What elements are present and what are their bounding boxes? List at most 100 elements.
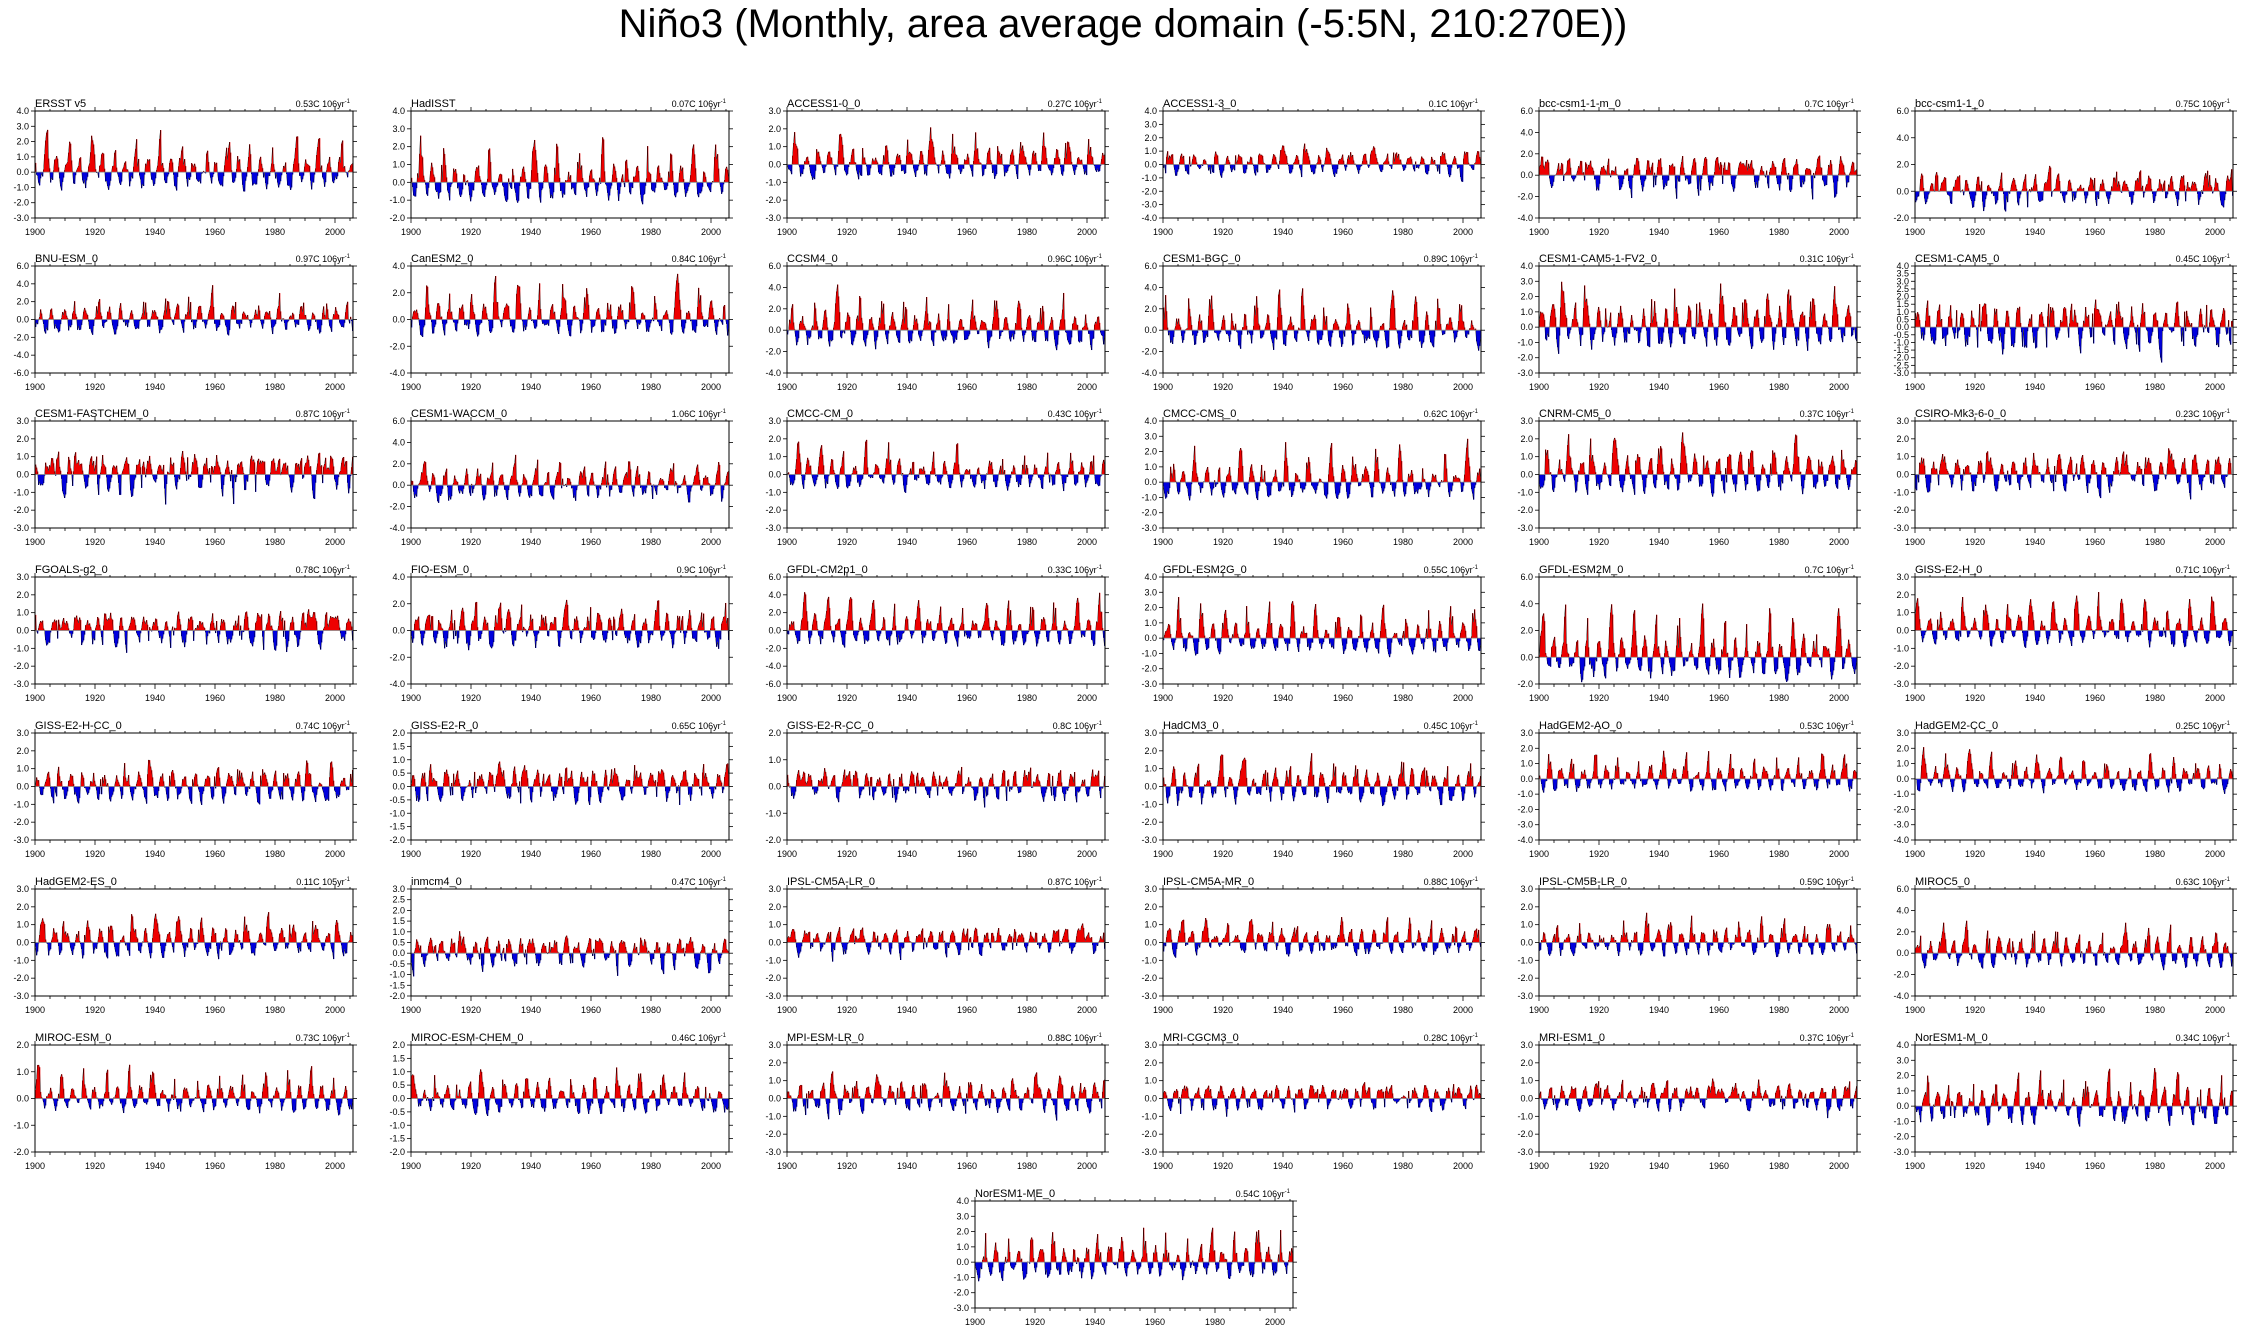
anomaly-bar <box>1583 307 1585 328</box>
anomaly-bar <box>1550 315 1552 328</box>
anomaly-bar <box>1056 330 1058 351</box>
anomaly-bar <box>1476 330 1478 342</box>
y-tick-label: 1.5 <box>1896 299 1909 309</box>
anomaly-bar <box>1268 164 1270 169</box>
anomaly-bar <box>232 474 234 489</box>
anomaly-bar <box>1962 313 1964 328</box>
anomaly-bar <box>1757 175 1759 188</box>
anomaly-bar <box>1463 321 1465 331</box>
anomaly-bar <box>1085 164 1087 171</box>
anomaly-bar <box>1798 327 1800 341</box>
anomaly-bar <box>76 170 78 173</box>
anomaly-bar <box>854 161 856 165</box>
anomaly-bar <box>599 314 601 320</box>
anomaly-bar <box>458 182 460 187</box>
anomaly-bar <box>152 172 154 181</box>
anomaly-bar <box>1839 327 1841 330</box>
anomaly-bar <box>670 153 672 183</box>
anomaly-bar <box>1648 160 1650 176</box>
anomaly-bar <box>1546 162 1548 176</box>
anomaly-bar <box>566 180 568 183</box>
anomaly-bar <box>104 465 106 475</box>
anomaly-bar <box>618 306 620 320</box>
anomaly-bar <box>1597 175 1599 188</box>
anomaly-bar <box>1600 171 1602 176</box>
anomaly-bar <box>1431 156 1433 165</box>
anomaly-bar <box>1417 164 1419 167</box>
anomaly-bar <box>1666 175 1668 186</box>
anomaly-bar <box>546 319 548 325</box>
anomaly-bar <box>114 319 116 335</box>
anomaly-bar <box>1726 169 1728 176</box>
anomaly-bar <box>49 465 51 475</box>
anomaly-bar <box>187 457 189 475</box>
x-tick-label: 1980 <box>265 227 285 237</box>
anomaly-bar <box>73 311 75 320</box>
anomaly-bar <box>955 154 957 165</box>
anomaly-bar <box>1357 164 1359 170</box>
anomaly-bar <box>91 456 93 475</box>
anomaly-bar <box>160 465 162 475</box>
anomaly-bar <box>1295 330 1297 340</box>
anomaly-bar <box>661 319 663 331</box>
anomaly-bar <box>1926 307 1928 328</box>
anomaly-bar <box>109 172 111 186</box>
anomaly-bar <box>115 319 117 335</box>
anomaly-bar <box>516 293 518 320</box>
anomaly-bar <box>1216 154 1218 165</box>
anomaly-bar <box>182 319 184 328</box>
anomaly-bar <box>1813 298 1815 328</box>
anomaly-bar <box>337 313 339 320</box>
anomaly-bar <box>2105 324 2107 328</box>
anomaly-bar <box>155 474 157 483</box>
anomaly-bar <box>2164 319 2166 328</box>
anomaly-bar <box>1169 155 1171 165</box>
anomaly-bar <box>870 164 872 169</box>
anomaly-bar <box>1004 164 1006 177</box>
anomaly-bar <box>122 471 124 475</box>
anomaly-bar <box>666 310 668 320</box>
anomaly-bar <box>981 320 983 331</box>
anomaly-bar <box>1786 323 1788 328</box>
trend-label: 0.07C 106yr-1 <box>672 99 727 109</box>
anomaly-bar <box>1215 330 1217 333</box>
anomaly-bar <box>1769 172 1771 176</box>
anomaly-bar <box>869 319 871 331</box>
anomaly-bar <box>44 154 46 173</box>
anomaly-bar <box>1374 330 1376 340</box>
anomaly-bars <box>1915 299 2234 363</box>
anomaly-bar <box>1387 330 1389 348</box>
anomaly-bar <box>2055 327 2057 337</box>
anomaly-bar <box>1624 327 1626 343</box>
anomaly-bar <box>1349 159 1351 165</box>
anomaly-bar <box>1851 165 1853 176</box>
anomaly-bar <box>1951 191 1953 204</box>
anomaly-bar <box>106 474 108 478</box>
anomaly-bar <box>68 319 70 331</box>
anomaly-bar <box>2182 177 2184 192</box>
x-tick-label: 1900 <box>777 382 797 392</box>
anomaly-bar <box>716 319 718 335</box>
anomaly-bar <box>709 307 711 320</box>
anomaly-bar <box>1284 150 1286 165</box>
anomaly-bar <box>1413 321 1415 331</box>
anomaly-bar <box>154 310 156 320</box>
anomaly-bar <box>281 172 283 176</box>
anomaly-bar <box>1230 164 1232 169</box>
anomaly-bar <box>1404 320 1406 331</box>
anomaly-bar <box>1006 317 1008 331</box>
anomaly-bar <box>845 164 847 173</box>
anomaly-bar <box>166 314 168 320</box>
anomaly-bar <box>1193 330 1195 335</box>
anomaly-bar <box>1223 315 1225 331</box>
anomaly-bar <box>1229 330 1231 342</box>
anomaly-bar <box>1572 175 1574 179</box>
anomaly-bar <box>75 452 77 475</box>
anomaly-bar <box>2060 320 2062 328</box>
anomaly-bar <box>215 466 217 475</box>
anomaly-bar <box>126 319 128 323</box>
anomaly-bar <box>1423 159 1425 165</box>
anomaly-bar <box>1245 314 1247 331</box>
anomaly-bar <box>192 164 194 173</box>
anomaly-bar <box>2115 182 2117 192</box>
